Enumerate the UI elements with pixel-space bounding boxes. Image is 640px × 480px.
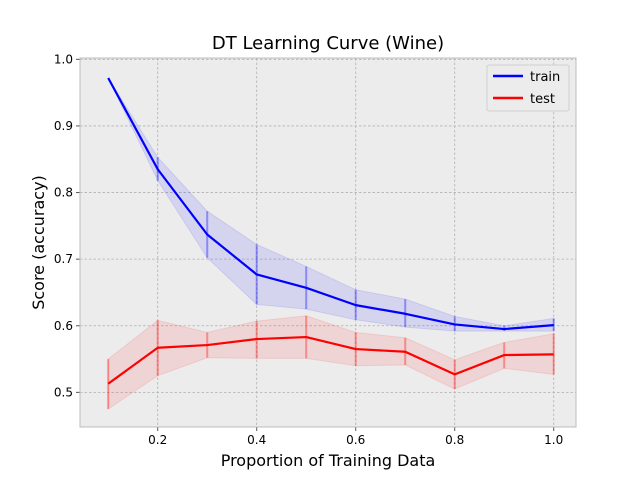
x-axis-ticks: 0.2 0.4 0.6 0.8 1.0	[148, 427, 563, 447]
train-band	[107, 77, 555, 332]
y-axis-ticks: 0.5 0.6 0.7 0.8 0.9 1.0	[54, 52, 80, 399]
y-tick-label: 0.8	[54, 186, 73, 200]
chart-title: DT Learning Curve (Wine)	[212, 33, 444, 54]
confidence-bands	[107, 77, 555, 410]
legend-test-label: test	[530, 92, 555, 107]
x-tick-label: 0.8	[445, 433, 464, 447]
y-tick-label: 0.5	[54, 385, 73, 399]
grid-lines	[80, 58, 576, 427]
legend-train-label: train	[530, 70, 560, 85]
x-tick-label: 0.4	[247, 433, 266, 447]
series-lines	[107, 77, 554, 385]
plot-frame	[79, 57, 577, 428]
y-axis-label: Score (accuracy)	[29, 175, 48, 310]
test-line	[107, 335, 554, 385]
plot-area	[80, 58, 576, 427]
x-tick-label: 1.0	[544, 433, 563, 447]
y-tick-label: 1.0	[54, 52, 73, 66]
y-tick-label: 0.6	[54, 319, 73, 333]
x-axis-label: Proportion of Training Data	[221, 451, 436, 470]
legend: train test	[486, 64, 570, 112]
y-tick-label: 0.7	[54, 252, 73, 266]
x-tick-label: 0.2	[148, 433, 167, 447]
x-tick-label: 0.6	[346, 433, 365, 447]
train-line	[107, 77, 554, 331]
y-tick-label: 0.9	[54, 119, 73, 133]
test-band	[107, 315, 555, 410]
